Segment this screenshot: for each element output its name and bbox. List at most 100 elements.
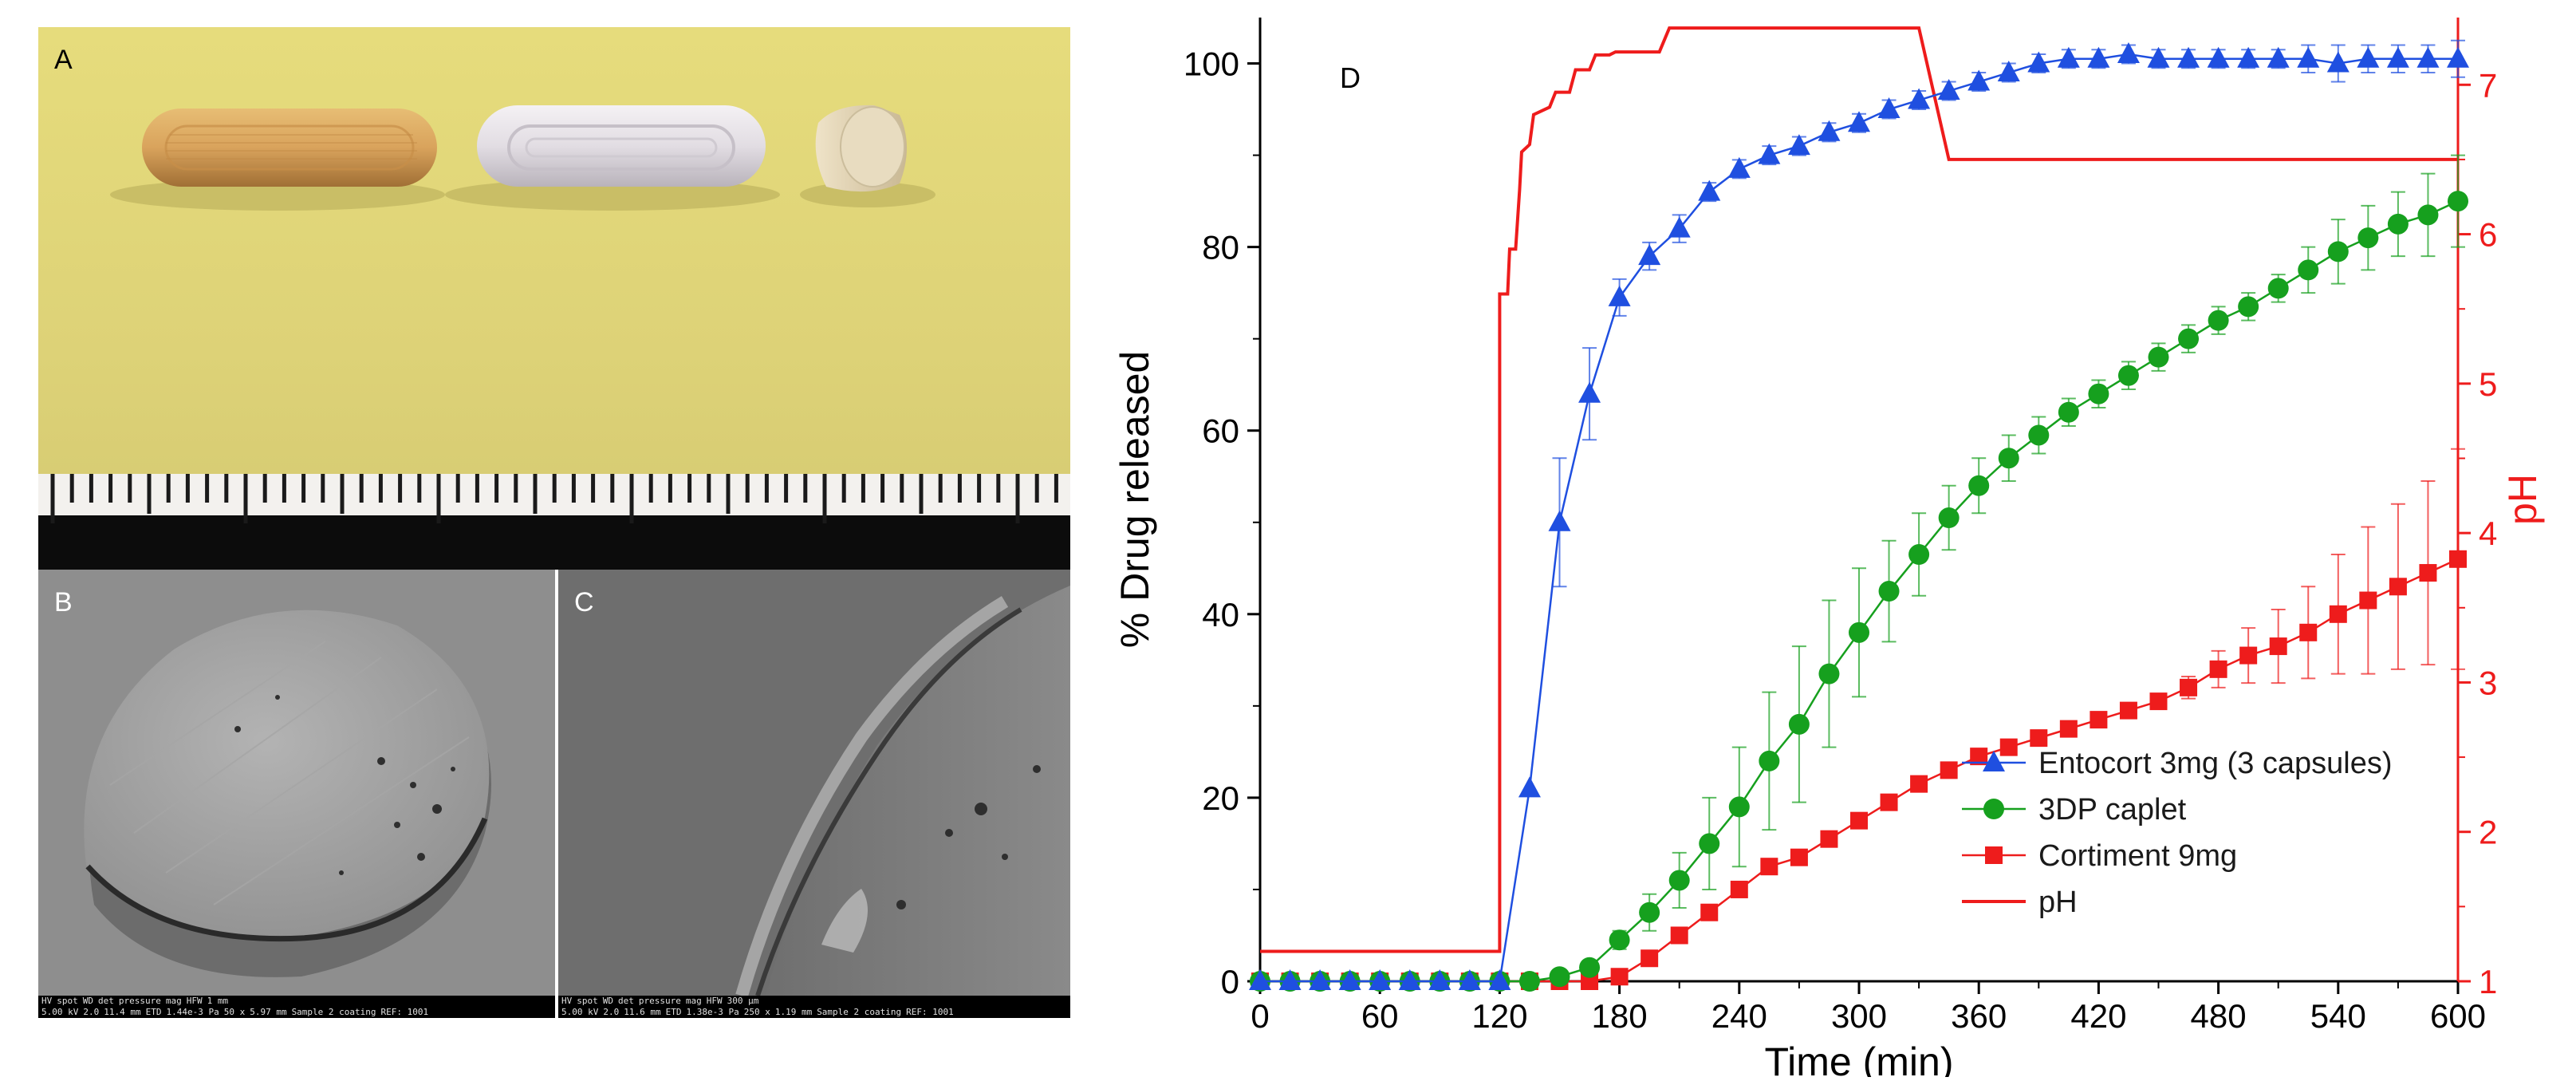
x-tick-label: 180 bbox=[1592, 997, 1648, 1035]
data-point-entocort bbox=[1937, 79, 1960, 101]
data-point-entocort bbox=[2057, 46, 2080, 68]
sem-b-ref: REF: 1001 bbox=[380, 1007, 429, 1017]
sem-c-sample: Sample 2 coating bbox=[817, 1007, 902, 1017]
data-point-entocort bbox=[1518, 776, 1541, 798]
y2-tick-label: 4 bbox=[2479, 515, 2497, 552]
data-point-cortiment bbox=[1760, 858, 1778, 876]
data-point-caplet bbox=[2238, 296, 2259, 318]
data-point-entocort bbox=[2297, 46, 2320, 68]
sem-c-value-2: 11.6 mm bbox=[624, 1007, 661, 1017]
legend-swatch-marker bbox=[1985, 846, 2003, 864]
data-point-entocort bbox=[2147, 46, 2170, 68]
legend-label: Entocort 3mg (3 capsules) bbox=[2038, 747, 2393, 780]
data-point-caplet bbox=[1699, 833, 1720, 854]
data-point-caplet bbox=[1518, 971, 1540, 992]
data-point-cortiment bbox=[1670, 926, 1688, 945]
legend-item-caplet: 3DP caplet bbox=[1962, 793, 2187, 827]
sem-c-value-1: 2.0 bbox=[603, 1007, 620, 1017]
series-caplet bbox=[1250, 154, 2468, 992]
data-point-caplet bbox=[2357, 227, 2379, 249]
data-point-caplet bbox=[2208, 310, 2229, 331]
data-point-caplet bbox=[2327, 241, 2349, 262]
sem-c-header-4: pressure bbox=[638, 996, 681, 1006]
data-point-entocort bbox=[1997, 61, 2020, 82]
data-point-cortiment bbox=[2119, 701, 2137, 720]
data-point-caplet bbox=[1639, 901, 1660, 923]
data-point-caplet bbox=[1609, 929, 1630, 951]
data-point-cortiment bbox=[1970, 748, 1988, 766]
data-point-entocort bbox=[2416, 46, 2440, 68]
data-point-entocort bbox=[1758, 143, 1781, 164]
series-line-ph bbox=[1260, 26, 2458, 953]
sem-closeup-illustration bbox=[558, 570, 1070, 998]
series-cortiment bbox=[1251, 448, 2467, 990]
data-point-entocort bbox=[1488, 969, 1511, 990]
data-point-caplet bbox=[1759, 750, 1780, 771]
legend-item-entocort: Entocort 3mg (3 capsules) bbox=[1962, 747, 2393, 780]
sem-b-scale: 1 mm bbox=[207, 996, 229, 1006]
data-point-caplet bbox=[1549, 966, 1570, 988]
legend-swatch-marker bbox=[1983, 751, 2005, 771]
data-point-cortiment bbox=[2239, 646, 2258, 665]
legend-label: pH bbox=[2038, 886, 2078, 919]
data-point-cortiment bbox=[2059, 720, 2078, 738]
amber-caplet bbox=[142, 108, 437, 187]
data-point-cortiment bbox=[2090, 711, 2108, 729]
data-point-entocort bbox=[1278, 969, 1302, 990]
sem-c-header-6: HFW bbox=[706, 996, 723, 1006]
data-point-caplet bbox=[2387, 213, 2409, 235]
sem-b-value-4: 1.44e-3 Pa bbox=[166, 1007, 219, 1017]
x-tick-label: 120 bbox=[1471, 997, 1527, 1035]
photo-panel-a: A bbox=[38, 27, 1070, 570]
sem-b-value-5: 50 x bbox=[223, 1007, 246, 1017]
data-point-entocort bbox=[1578, 381, 1601, 403]
sem-panel-b: B HV spot WD det pressure mag HFW 1 mm 5… bbox=[38, 570, 555, 1018]
data-point-caplet bbox=[2417, 204, 2439, 226]
x-tick-label: 300 bbox=[1831, 997, 1887, 1035]
chart-axes: 0 60 120 180 240 300 360 420 480 540 600 0 20 40 60 80 1… bbox=[1184, 18, 2497, 1035]
sem-b-value-0: 5.00 kV bbox=[41, 1007, 79, 1017]
white-caplet bbox=[477, 105, 766, 187]
data-point-entocort bbox=[2326, 51, 2350, 73]
data-point-caplet bbox=[2448, 191, 2468, 212]
series-ph bbox=[1260, 26, 2458, 953]
data-point-cortiment bbox=[2419, 564, 2437, 582]
sem-c-header-3: det bbox=[618, 996, 634, 1006]
data-point-caplet bbox=[1938, 507, 1960, 529]
data-point-cortiment bbox=[1880, 793, 1898, 811]
sem-c-value-0: 5.00 kV bbox=[561, 1007, 599, 1017]
sem-b-header-1: spot bbox=[57, 996, 78, 1006]
legend-label: Cortiment 9mg bbox=[2038, 839, 2237, 873]
x-tick-label: 600 bbox=[2430, 997, 2486, 1035]
data-point-entocort bbox=[1398, 969, 1421, 990]
data-point-caplet bbox=[2058, 401, 2079, 423]
data-point-caplet bbox=[2028, 424, 2050, 446]
y2-tick-label: 3 bbox=[2479, 664, 2497, 701]
data-point-entocort bbox=[1668, 216, 1691, 238]
data-point-cortiment bbox=[2329, 605, 2347, 623]
sem-b-value-3: ETD bbox=[145, 1007, 162, 1017]
data-point-entocort bbox=[1369, 969, 1392, 990]
data-point-entocort bbox=[2267, 46, 2290, 68]
sem-b-header-4: pressure bbox=[118, 996, 161, 1006]
x-tick-label: 60 bbox=[1361, 997, 1399, 1035]
sem-c-scale: 300 µm bbox=[727, 996, 759, 1006]
data-point-cortiment bbox=[1850, 811, 1868, 830]
sem-c-header-5: mag bbox=[685, 996, 702, 1006]
data-point-entocort bbox=[2386, 46, 2409, 68]
data-point-entocort bbox=[1638, 244, 1661, 266]
data-point-cortiment bbox=[1910, 775, 1928, 793]
y2-tick-label: 2 bbox=[2479, 814, 2497, 851]
series-line-entocort bbox=[1260, 53, 2458, 983]
sem-c-header-2: WD bbox=[602, 996, 613, 1006]
data-point-caplet bbox=[1668, 870, 1690, 891]
data-point-caplet bbox=[2148, 346, 2169, 368]
data-point-caplet bbox=[2267, 278, 2289, 299]
data-point-entocort bbox=[1787, 134, 1810, 156]
sem-b-sample: Sample 2 coating bbox=[291, 1007, 376, 1017]
panel-label-c: C bbox=[574, 587, 594, 617]
data-point-entocort bbox=[1967, 69, 1991, 91]
sem-c-value-6: 1.19 mm bbox=[774, 1007, 813, 1017]
x-axis-title: Time (min) bbox=[1764, 1040, 1953, 1077]
data-point-caplet bbox=[1728, 796, 1750, 818]
